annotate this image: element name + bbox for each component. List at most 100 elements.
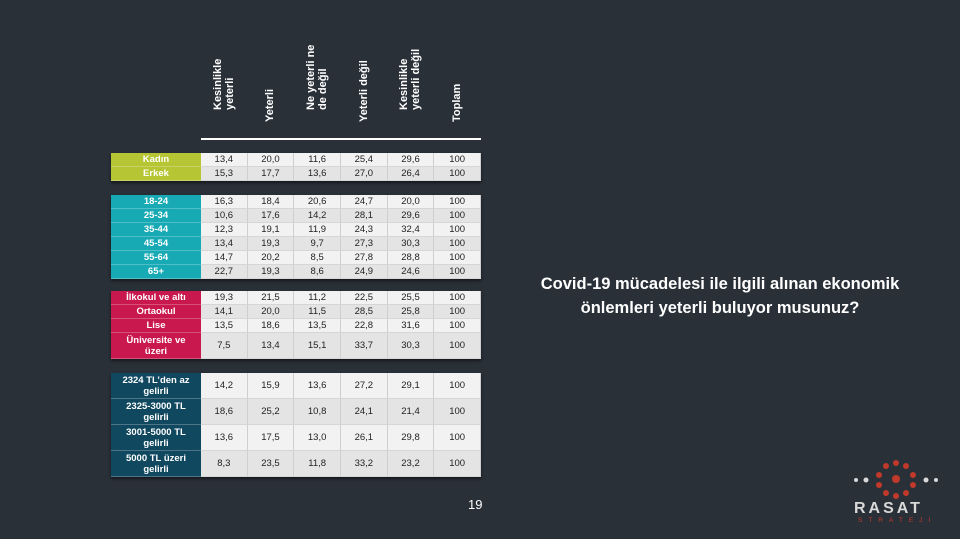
table-cell: 27,0 [340,167,388,181]
table-cell: 14,7 [200,251,248,265]
table-cell: 100 [434,265,481,279]
table-cell: 29,6 [387,153,435,167]
table-row: 18-24 16,3 18,4 20,6 24,7 20,0 100 [111,195,481,209]
table-group: 18-24 16,3 18,4 20,6 24,7 20,0 100 25-34 10,6 17,… [111,195,481,279]
rasat-logo: RASAT STRATEJİ [848,458,944,528]
table-row: Lise 13,5 18,6 13,5 22,8 31,6 100 [111,319,481,333]
table-cell: 8,3 [200,451,248,477]
table-cell: 13,5 [200,319,248,333]
table-cell: 13,0 [294,425,341,451]
table-cell: 7,5 [200,333,248,359]
row-label: Üniversite ve üzeri [111,333,201,359]
table-cell: 28,8 [387,251,435,265]
table-cell: 100 [434,399,481,425]
table-cell: 100 [434,251,481,265]
row-label: 45-54 [111,237,201,251]
table-row: 45-54 13,4 19,3 9,7 27,3 30,3 100 [111,237,481,251]
table-cell: 20,2 [247,251,295,265]
column-headers: Kesinlikle yeterli Yeterli Ne yeterli ne d… [201,45,481,136]
column-header: Ne yeterli ne de değil [294,45,339,136]
table-cell: 17,5 [247,425,295,451]
table-cell: 20,0 [387,195,435,209]
table-cell: 23,2 [387,451,435,477]
table-row: 65+ 22,7 19,3 8,6 24,9 24,6 100 [111,265,481,279]
row-label: 25-34 [111,209,201,223]
table-group: Kadın 13,4 20,0 11,6 25,4 29,6 100 Erkek 15,3 17,… [111,153,481,181]
table-cell: 30,3 [387,237,435,251]
row-label: 2324 TL’den az gelirli [111,373,201,399]
row-label: Ortaokul [111,305,201,319]
table-cell: 25,2 [247,399,295,425]
table-cell: 22,5 [340,291,388,305]
table-cell: 16,3 [200,195,248,209]
column-header: Kesinlikle yeterli değil [388,49,433,136]
table-cell: 12,3 [200,223,248,237]
table-row: 2325-3000 TL gelirli 18,6 25,2 10,8 24,1 21,4… [111,399,481,425]
table-cell: 25,8 [387,305,435,319]
table-row: 25-34 10,6 17,6 14,2 28,1 29,6 100 [111,209,481,223]
column-header: Kesinlikle yeterli [201,58,246,136]
table-cell: 100 [434,333,481,359]
row-label: 5000 TL üzeri gelirli [111,451,201,477]
header-rule [201,138,481,140]
table-cell: 19,3 [247,265,295,279]
table-cell: 13,6 [200,425,248,451]
table-cell: 100 [434,167,481,181]
table-cell: 17,6 [247,209,295,223]
table-cell: 8,6 [294,265,341,279]
table-cell: 15,1 [294,333,341,359]
table-row: 55-64 14,7 20,2 8,5 27,8 28,8 100 [111,251,481,265]
column-header: Yeterli değil [341,58,386,136]
table-cell: 29,6 [387,209,435,223]
table-cell: 23,5 [247,451,295,477]
table-row: Üniversite ve üzeri 7,5 13,4 15,1 33,7 30,3 10… [111,333,481,359]
table-cell: 25,4 [340,153,388,167]
column-header-label: Toplam [451,83,463,122]
table-cell: 17,7 [247,167,295,181]
table-cell: 19,3 [247,237,295,251]
table-cell: 26,4 [387,167,435,181]
row-label: Kadın [111,153,201,167]
table-cell: 27,2 [340,373,388,399]
table-cell: 100 [434,425,481,451]
table-cell: 27,3 [340,237,388,251]
table-cell: 15,9 [247,373,295,399]
table-cell: 100 [434,291,481,305]
table-cell: 13,5 [294,319,341,333]
table-group: İlkokul ve altı 19,3 21,5 11,2 22,5 25,5 100 Or… [111,291,481,359]
table-row: 2324 TL’den az gelirli 14,2 15,9 13,6 27,2 29… [111,373,481,399]
logo-name: RASAT [854,500,923,517]
table-row: 5000 TL üzeri gelirli 8,3 23,5 11,8 33,2 23,2… [111,451,481,477]
table-cell: 8,5 [294,251,341,265]
table-cell: 33,2 [340,451,388,477]
table-row: İlkokul ve altı 19,3 21,5 11,2 22,5 25,5 100 [111,291,481,305]
column-header-label: Kesinlikle yeterli değil [398,48,423,110]
table-cell: 22,7 [200,265,248,279]
column-header: Yeterli [248,58,293,136]
table-cell: 24,9 [340,265,388,279]
table-cell: 30,3 [387,333,435,359]
column-header-label: Yeterli değil [357,60,370,122]
table-cell: 11,8 [294,451,341,477]
table-cell: 14,2 [200,373,248,399]
table-cell: 18,4 [247,195,295,209]
table-cell: 20,0 [247,305,295,319]
row-label: 2325-3000 TL gelirli [111,399,201,425]
table-cell: 100 [434,373,481,399]
table-cell: 32,4 [387,223,435,237]
table-cell: 24,7 [340,195,388,209]
table-group: 2324 TL’den az gelirli 14,2 15,9 13,6 27,2 29… [111,373,481,477]
table-cell: 19,1 [247,223,295,237]
row-label: İlkokul ve altı [111,291,201,305]
table-row: 35-44 12,3 19,1 11,9 24,3 32,4 100 [111,223,481,237]
table-cell: 100 [434,153,481,167]
table-cell: 9,7 [294,237,341,251]
row-label: 35-44 [111,223,201,237]
table-cell: 19,3 [200,291,248,305]
table-cell: 29,1 [387,373,435,399]
column-header: Toplam [435,58,480,136]
table-cell: 11,2 [294,291,341,305]
table-cell: 13,4 [200,153,248,167]
row-label: 18-24 [111,195,201,209]
table-cell: 18,6 [200,399,248,425]
